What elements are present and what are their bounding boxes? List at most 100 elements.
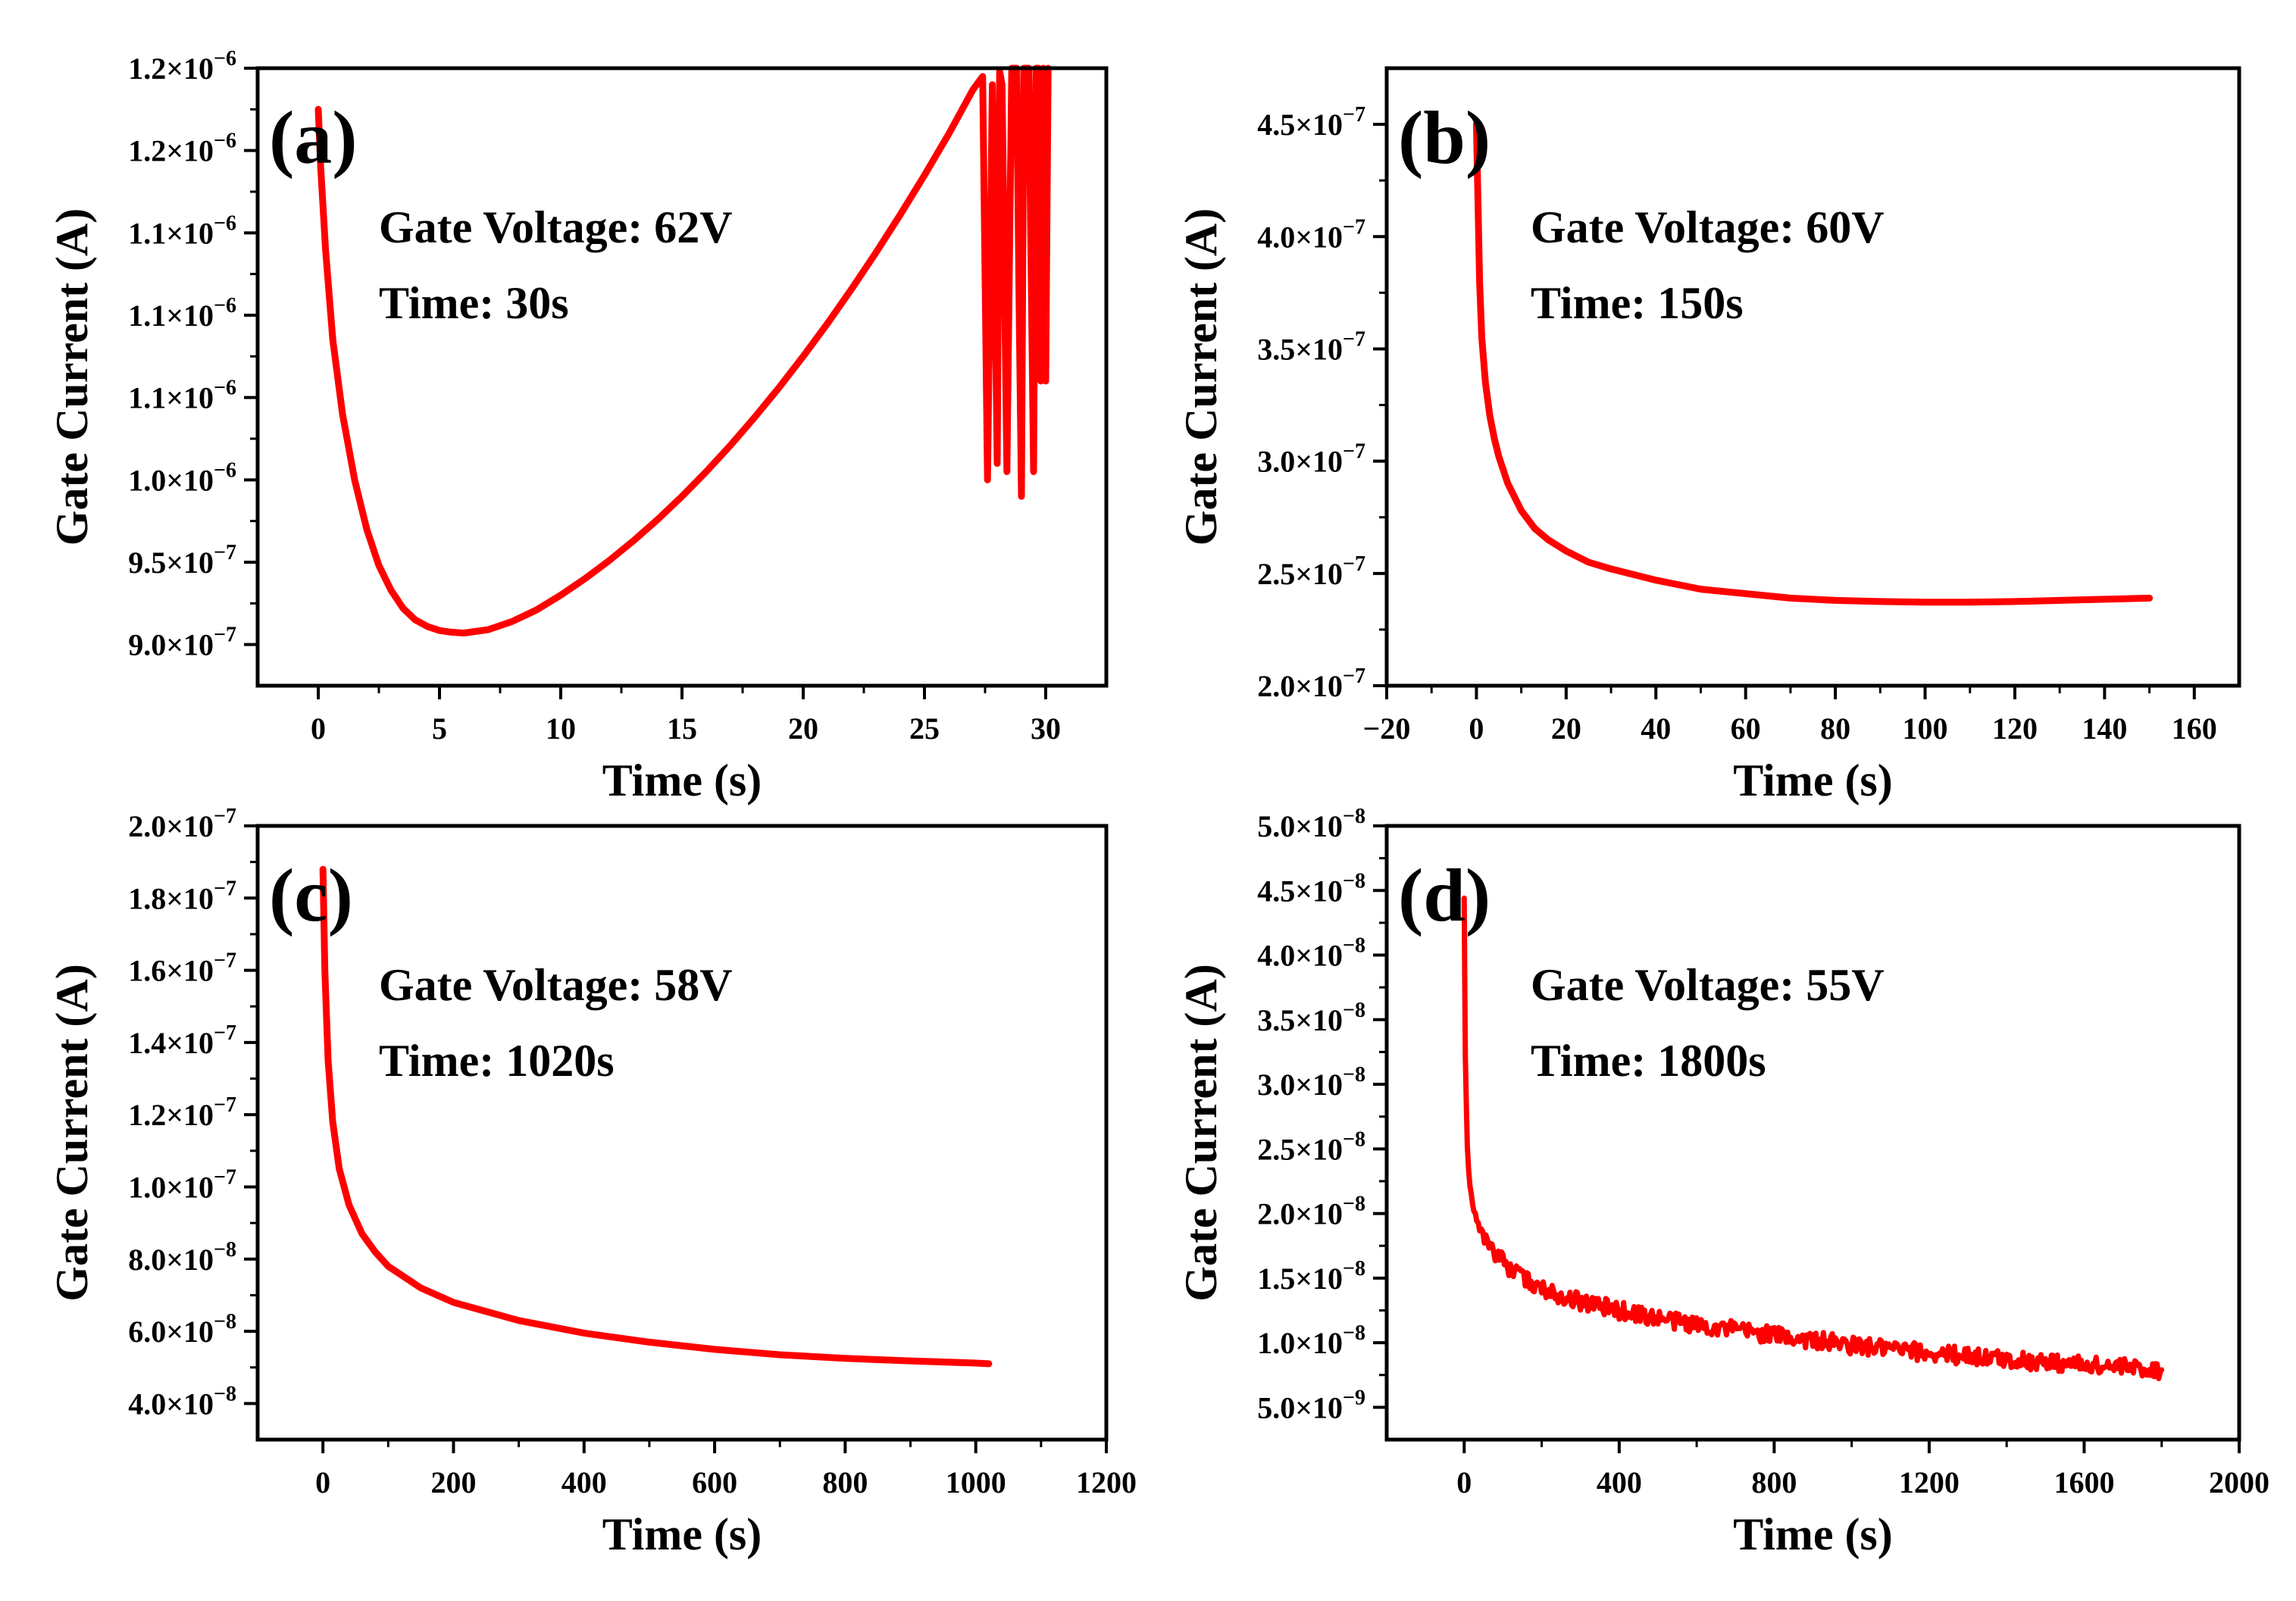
- x-tick-label: 160: [2172, 711, 2217, 746]
- y-tick-label: 4.0×10−7: [1257, 215, 1365, 254]
- y-tick-label: 9.0×10−7: [128, 624, 236, 662]
- y-tick-label: 2.5×10−8: [1257, 1127, 1365, 1166]
- y-tick-label: 1.1×10−6: [128, 211, 236, 250]
- y-tick-mantissa: 9.5×10: [128, 546, 214, 580]
- x-tick-label: 80: [1820, 711, 1850, 746]
- y-tick-mantissa: 4.5×10: [1257, 108, 1343, 142]
- y-axis-title: Gate Current (A): [1176, 208, 1226, 546]
- y-tick-exponent: −8: [1343, 1063, 1365, 1087]
- y-tick-label: 5.0×10−9: [1257, 1386, 1365, 1424]
- x-axis-title: Time (s): [602, 755, 762, 805]
- y-tick-exponent: −8: [1343, 869, 1365, 893]
- y-tick-exponent: −9: [1343, 1386, 1365, 1409]
- x-axis-title: Time (s): [1733, 755, 1893, 805]
- y-tick-mantissa: 1.0×10: [128, 463, 214, 497]
- y-tick-mantissa: 3.0×10: [1257, 445, 1343, 479]
- y-tick-mantissa: 1.2×10: [128, 1098, 214, 1132]
- annotation-text: Gate Voltage: 60V: [1531, 202, 1885, 252]
- y-tick-mantissa: 1.1×10: [128, 299, 214, 333]
- y-tick-label: 6.0×10−8: [128, 1310, 236, 1349]
- y-tick-label: 4.0×10−8: [128, 1382, 236, 1421]
- y-tick-label: 2.0×10−8: [1257, 1193, 1365, 1231]
- y-tick-label: 3.0×10−7: [1257, 440, 1365, 479]
- y-tick-label: 3.0×10−8: [1257, 1063, 1365, 1102]
- y-tick-mantissa: 9.0×10: [128, 628, 214, 662]
- x-axis-title: Time (s): [602, 1509, 762, 1559]
- y-tick-label: 1.1×10−6: [128, 377, 236, 415]
- x-tick-label: 20: [1551, 711, 1581, 746]
- y-tick-exponent: −7: [1343, 552, 1365, 576]
- x-tick-label: 40: [1641, 711, 1671, 746]
- y-tick-exponent: −7: [214, 541, 236, 564]
- x-tick-label: 0: [1456, 1465, 1472, 1499]
- y-tick-label: 1.0×10−8: [1257, 1321, 1365, 1360]
- y-tick-exponent: −6: [214, 130, 236, 153]
- y-tick-exponent: −7: [214, 1165, 236, 1189]
- annotation-text: Time: 30s: [379, 278, 569, 328]
- y-tick-mantissa: 2.0×10: [1257, 1197, 1343, 1231]
- y-tick-exponent: −7: [214, 1021, 236, 1045]
- y-tick-label: 1.8×10−7: [128, 877, 236, 915]
- x-tick-label: 1200: [1899, 1465, 1960, 1499]
- annotation-text: Gate Voltage: 55V: [1531, 960, 1885, 1010]
- y-tick-mantissa: 1.1×10: [128, 381, 214, 415]
- y-tick-label: 3.5×10−8: [1257, 999, 1365, 1037]
- y-tick-label: 1.6×10−7: [128, 949, 236, 988]
- y-tick-label: 1.1×10−6: [128, 294, 236, 333]
- y-tick-label: 1.2×10−6: [128, 47, 236, 86]
- panel-a: 0 5 10 15 20 25 309.0×10−79.5×10−71.0×10−61.1×…: [47, 47, 1109, 805]
- series-line: [319, 865, 993, 1368]
- y-tick-label: 2.0×10−7: [128, 805, 236, 843]
- y-tick-mantissa: 1.8×10: [128, 881, 214, 915]
- x-tick-label: 140: [2082, 711, 2127, 746]
- x-tick-label: 200: [430, 1465, 476, 1499]
- y-tick-exponent: −7: [214, 624, 236, 647]
- x-tick-label: 1200: [1076, 1465, 1137, 1499]
- y-axis-title: Gate Current (A): [1176, 964, 1226, 1301]
- panel-d: 0 400 800 1200 1600 20005.0×10−91.0×10−81.5×1…: [1176, 805, 2269, 1559]
- y-axis-title: Gate Current (A): [47, 208, 97, 546]
- y-tick-label: 5.0×10−8: [1257, 805, 1365, 843]
- y-tick-mantissa: 5.0×10: [1257, 809, 1343, 843]
- panel-label: (c): [269, 853, 353, 937]
- x-tick-label: 800: [822, 1465, 868, 1499]
- x-axis-title: Time (s): [1733, 1509, 1893, 1559]
- series-line: [1472, 120, 2154, 606]
- annotation-text: Gate Voltage: 62V: [379, 202, 733, 252]
- y-tick-label: 4.5×10−8: [1257, 869, 1365, 908]
- y-tick-label: 3.5×10−7: [1257, 327, 1365, 366]
- y-tick-mantissa: 1.6×10: [128, 954, 214, 988]
- panel-label: (a): [269, 95, 358, 180]
- y-tick-exponent: −6: [214, 211, 236, 235]
- y-tick-mantissa: 1.2×10: [128, 134, 214, 168]
- y-tick-label: 1.2×10−7: [128, 1093, 236, 1132]
- y-tick-exponent: −8: [1343, 1257, 1365, 1280]
- plot-frame: [1384, 66, 2241, 688]
- y-tick-mantissa: 8.0×10: [128, 1243, 214, 1277]
- x-tick-label: 400: [1597, 1465, 1642, 1499]
- y-tick-mantissa: 4.0×10: [1257, 220, 1343, 254]
- y-tick-exponent: −8: [214, 1382, 236, 1406]
- y-tick-mantissa: 3.5×10: [1257, 1003, 1343, 1037]
- y-tick-exponent: −8: [1343, 999, 1365, 1022]
- y-tick-mantissa: 3.5×10: [1257, 332, 1343, 366]
- x-tick-label: 100: [1903, 711, 1948, 746]
- y-tick-mantissa: 1.5×10: [1257, 1262, 1343, 1296]
- y-tick-label: 1.0×10−7: [128, 1165, 236, 1204]
- plot-frame: [255, 66, 1109, 688]
- y-tick-mantissa: 2.5×10: [1257, 1132, 1343, 1166]
- y-tick-mantissa: 4.0×10: [128, 1387, 214, 1421]
- y-tick-label: 4.5×10−7: [1257, 103, 1365, 142]
- y-tick-exponent: −7: [214, 949, 236, 973]
- series-line: [1461, 895, 2165, 1381]
- y-tick-exponent: −8: [1343, 1127, 1365, 1151]
- y-tick-exponent: −8: [1343, 934, 1365, 958]
- y-tick-mantissa: 1.0×10: [128, 1170, 214, 1204]
- y-tick-label: 9.5×10−7: [128, 541, 236, 580]
- y-tick-exponent: −7: [1343, 103, 1365, 127]
- plot-frame: [255, 824, 1109, 1442]
- x-tick-label: 0: [1469, 711, 1484, 746]
- annotation-text: Time: 150s: [1531, 278, 1744, 328]
- y-tick-exponent: −8: [214, 1310, 236, 1334]
- x-tick-label: 30: [1031, 711, 1061, 746]
